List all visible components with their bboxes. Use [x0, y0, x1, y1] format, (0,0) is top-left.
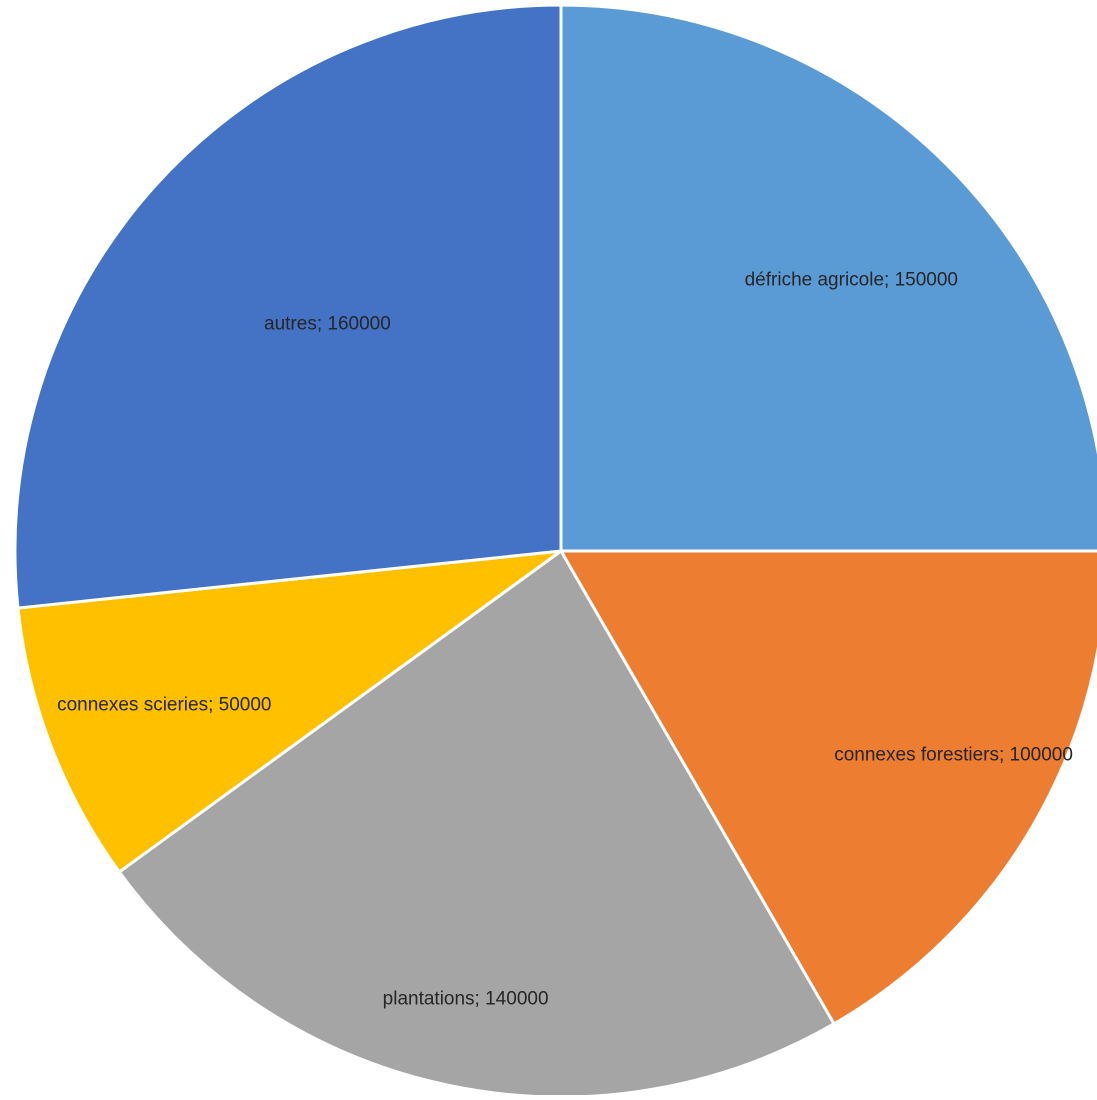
pie-slice-connexes-scieries [16, 549, 563, 874]
pie-slice-autres [13, 3, 563, 610]
pie-slice-d-friche-agricole [559, 3, 1097, 553]
pie-slices [13, 3, 1097, 1099]
data-label-plantations: plantations; 140000 [383, 989, 549, 1010]
data-label-d-friche-agricole: défriche agricole; 150000 [745, 270, 958, 291]
data-label-autres: autres; 160000 [264, 314, 391, 335]
pie-slice-plantations [117, 549, 836, 1099]
data-label-connexes-forestiers: connexes forestiers; 100000 [834, 745, 1073, 766]
data-label-connexes-scieries: connexes scieries; 50000 [57, 695, 271, 716]
pie-data-labels: défriche agricole; 150000 connexes forest… [57, 270, 1073, 1010]
pie-slice-connexes-forestiers [559, 549, 1097, 1026]
